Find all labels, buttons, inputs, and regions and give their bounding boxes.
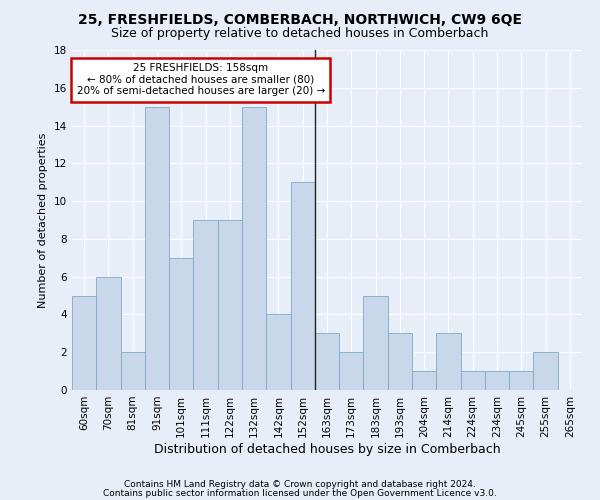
Bar — [72, 296, 96, 390]
Bar — [218, 220, 242, 390]
Bar — [290, 182, 315, 390]
Text: 25, FRESHFIELDS, COMBERBACH, NORTHWICH, CW9 6QE: 25, FRESHFIELDS, COMBERBACH, NORTHWICH, … — [78, 12, 522, 26]
Bar — [169, 258, 193, 390]
Text: Contains public sector information licensed under the Open Government Licence v3: Contains public sector information licen… — [103, 489, 497, 498]
Bar — [388, 334, 412, 390]
Y-axis label: Number of detached properties: Number of detached properties — [38, 132, 49, 308]
X-axis label: Distribution of detached houses by size in Comberbach: Distribution of detached houses by size … — [154, 442, 500, 456]
Text: 25 FRESHFIELDS: 158sqm
← 80% of detached houses are smaller (80)
20% of semi-det: 25 FRESHFIELDS: 158sqm ← 80% of detached… — [77, 63, 325, 96]
Bar — [533, 352, 558, 390]
Bar — [461, 371, 485, 390]
Text: Size of property relative to detached houses in Comberbach: Size of property relative to detached ho… — [112, 28, 488, 40]
Bar — [193, 220, 218, 390]
Bar — [315, 334, 339, 390]
Bar — [242, 106, 266, 390]
Bar — [509, 371, 533, 390]
Bar — [266, 314, 290, 390]
Text: Contains HM Land Registry data © Crown copyright and database right 2024.: Contains HM Land Registry data © Crown c… — [124, 480, 476, 489]
Bar — [121, 352, 145, 390]
Bar — [96, 276, 121, 390]
Bar — [145, 106, 169, 390]
Bar — [364, 296, 388, 390]
Bar — [436, 334, 461, 390]
Bar — [412, 371, 436, 390]
Bar — [485, 371, 509, 390]
Bar — [339, 352, 364, 390]
